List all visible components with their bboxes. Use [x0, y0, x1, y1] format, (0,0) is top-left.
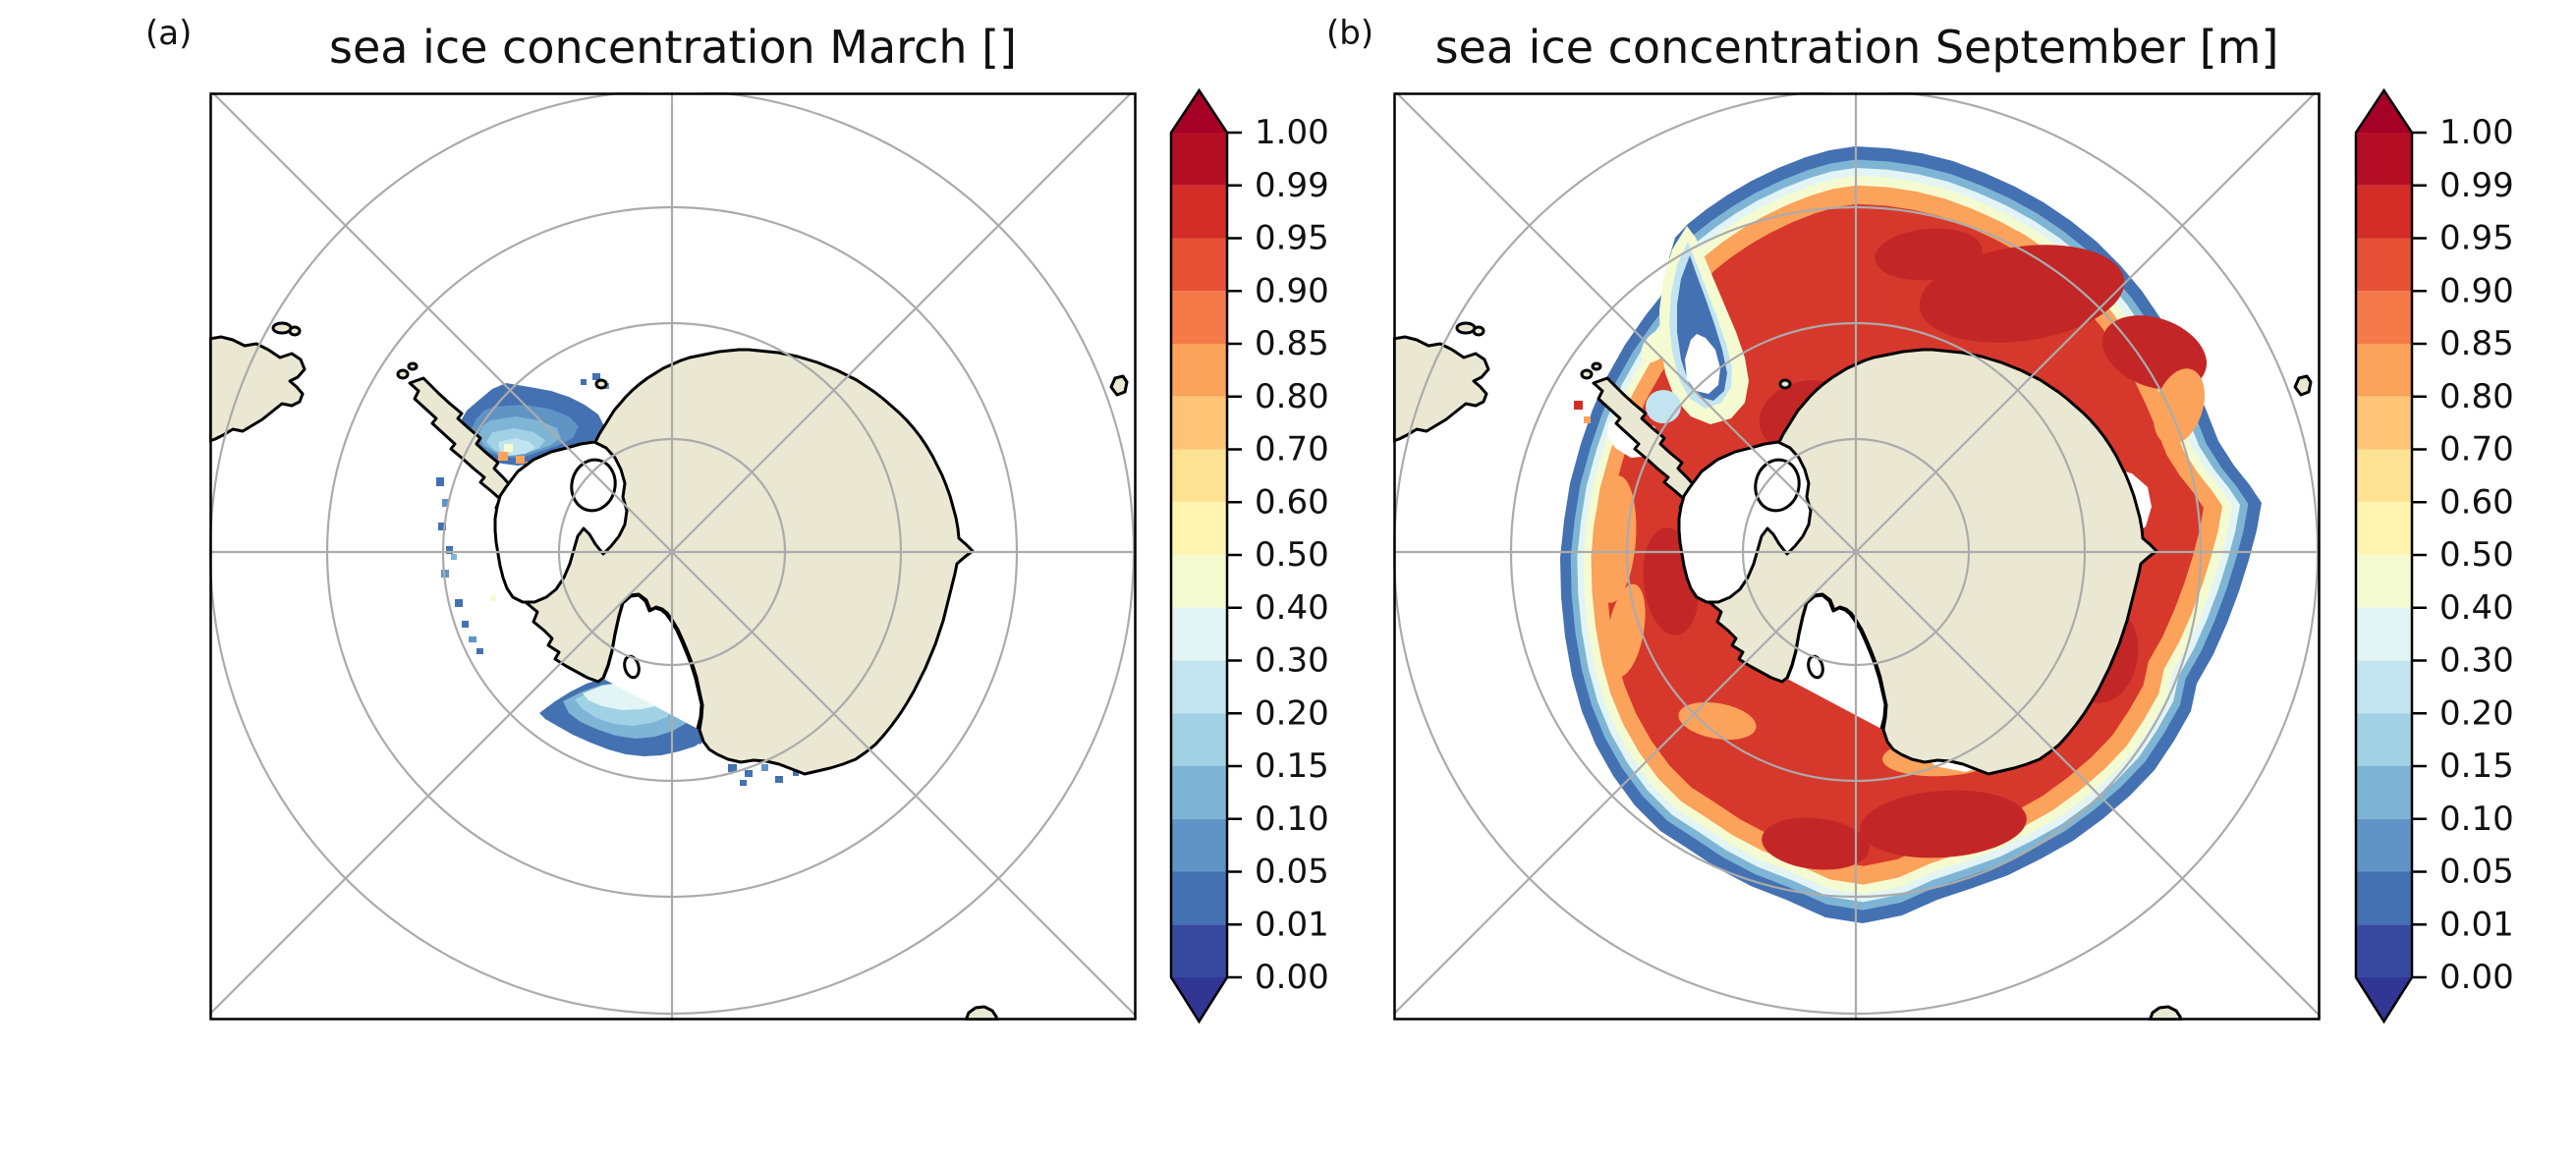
panel-a-title: sea ice concentration March []: [328, 21, 1018, 74]
colorbar-tick-label: 0.50: [1255, 535, 1329, 575]
colorbar-tick-label: 0.01: [1255, 905, 1329, 944]
map-panel-september: [1393, 92, 2321, 1021]
colorbar-segments: [1171, 133, 1227, 977]
colorbar-tick-label: 0.99: [2439, 166, 2514, 205]
colorbar-tick-label: 0.50: [2439, 535, 2514, 575]
colorbar-under-arrow: [1171, 977, 1227, 1022]
panel-b-title: sea ice concentration September [m]: [1434, 21, 2279, 74]
colorbar-tick-label: 0.40: [2439, 588, 2514, 628]
colorbar-tick-label: 0.01: [2439, 905, 2514, 944]
colorbar-tick-label: 0.00: [1255, 958, 1329, 997]
colorbar-tick-label: 0.85: [2439, 324, 2514, 363]
map-border-b: [1393, 92, 2321, 1021]
colorbar-september: 1.00 0.99 0.95 0.90 0.85 0.80 0.70 0.60 …: [2354, 87, 2514, 1024]
colorbar-segments: [2356, 133, 2412, 977]
colorbar-tick-label: 0.80: [1255, 377, 1329, 416]
ice-edge-red-cell: [1574, 401, 1583, 410]
colorbar-tick-label: 0.95: [1255, 219, 1329, 258]
colorbar-tick-label: 0.85: [1255, 324, 1329, 363]
colorbar-tick-label: 0.20: [2439, 693, 2514, 733]
colorbar-ticks: [2412, 131, 2427, 979]
colorbar-march: 1.00 0.99 0.95 0.90 0.85 0.80 0.70 0.60 …: [1169, 87, 1329, 1024]
colorbar-tick-label: 0.20: [1255, 693, 1329, 733]
colorbar-tick-label: 0.30: [2439, 641, 2514, 681]
colorbar-tick-label: 0.70: [2439, 430, 2514, 470]
colorbar-over-arrow: [1171, 90, 1227, 133]
colorbar-over-arrow: [2356, 90, 2412, 133]
colorbar-ticks: [1227, 131, 1242, 979]
map-panel-march: [209, 92, 1137, 1021]
colorbar-tick-label: 0.95: [2439, 219, 2514, 258]
colorbar-tick-label: 0.90: [1255, 271, 1329, 310]
colorbar-tick-label: 0.90: [2439, 271, 2514, 310]
colorbar-tick-labels: 1.00 0.99 0.95 0.90 0.85 0.80 0.70 0.60 …: [2439, 113, 2514, 997]
panel-b-label: (b): [1326, 14, 1374, 53]
panel-a-label: (a): [145, 14, 193, 53]
colorbar-tick-label: 1.00: [2439, 113, 2514, 152]
map-border-a: [209, 92, 1137, 1021]
colorbar-tick-label: 0.99: [1255, 166, 1329, 205]
colorbar-tick-label: 0.00: [2439, 958, 2514, 997]
colorbar-tick-label: 1.00: [1255, 113, 1329, 152]
colorbar-tick-label: 0.60: [1255, 482, 1329, 522]
colorbar-tick-label: 0.15: [1255, 746, 1329, 786]
colorbar-tick-label: 0.80: [2439, 377, 2514, 416]
weddell-polynya: [1659, 226, 1749, 424]
colorbar-tick-label: 0.60: [2439, 482, 2514, 522]
colorbar-tick-label: 0.05: [2439, 853, 2514, 892]
colorbar-tick-label: 0.05: [1255, 853, 1329, 892]
colorbar-tick-label: 0.30: [1255, 641, 1329, 681]
colorbar-tick-label: 0.15: [2439, 746, 2514, 786]
colorbar-tick-labels: 1.00 0.99 0.95 0.90 0.85 0.80 0.70 0.60 …: [1255, 113, 1329, 997]
colorbar-tick-label: 0.40: [1255, 588, 1329, 628]
colorbar-tick-label: 0.70: [1255, 430, 1329, 470]
colorbar-tick-label: 0.10: [1255, 800, 1329, 839]
colorbar-under-arrow: [2356, 977, 2412, 1022]
colorbar-tick-label: 0.10: [2439, 800, 2514, 839]
